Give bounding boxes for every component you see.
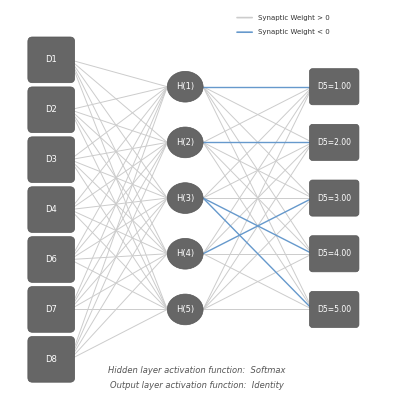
FancyBboxPatch shape (28, 336, 75, 382)
Ellipse shape (167, 238, 203, 269)
Text: D5=4.00: D5=4.00 (317, 249, 351, 258)
Text: Synaptic Weight < 0: Synaptic Weight < 0 (258, 29, 329, 35)
FancyBboxPatch shape (28, 137, 75, 182)
Text: D1: D1 (45, 55, 57, 64)
Ellipse shape (167, 71, 203, 102)
Text: D2: D2 (45, 105, 57, 114)
FancyBboxPatch shape (28, 286, 75, 332)
FancyBboxPatch shape (310, 291, 359, 328)
Text: D8: D8 (45, 355, 57, 364)
Text: D7: D7 (45, 305, 57, 314)
FancyBboxPatch shape (28, 237, 75, 282)
Text: D5=5.00: D5=5.00 (317, 305, 351, 314)
FancyBboxPatch shape (310, 180, 359, 216)
FancyBboxPatch shape (310, 236, 359, 272)
FancyBboxPatch shape (28, 187, 75, 232)
FancyBboxPatch shape (28, 37, 75, 83)
FancyBboxPatch shape (310, 69, 359, 105)
Text: D5=2.00: D5=2.00 (317, 138, 351, 147)
Text: D6: D6 (45, 255, 57, 264)
Text: Synaptic Weight > 0: Synaptic Weight > 0 (258, 15, 329, 20)
Ellipse shape (167, 127, 203, 158)
Ellipse shape (167, 183, 203, 214)
FancyBboxPatch shape (310, 124, 359, 160)
Text: D5=3.00: D5=3.00 (317, 194, 351, 202)
Ellipse shape (167, 294, 203, 325)
Text: H(4): H(4) (176, 249, 194, 258)
Text: Output layer activation function:  Identity: Output layer activation function: Identi… (110, 380, 283, 390)
FancyBboxPatch shape (28, 87, 75, 133)
Text: H(2): H(2) (176, 138, 194, 147)
Text: D4: D4 (45, 205, 57, 214)
Text: H(1): H(1) (176, 82, 194, 91)
Text: D5=1.00: D5=1.00 (317, 82, 351, 91)
Text: Hidden layer activation function:  Softmax: Hidden layer activation function: Softma… (108, 366, 285, 375)
Text: H(3): H(3) (176, 194, 194, 202)
Text: H(5): H(5) (176, 305, 194, 314)
Text: D3: D3 (45, 155, 57, 164)
